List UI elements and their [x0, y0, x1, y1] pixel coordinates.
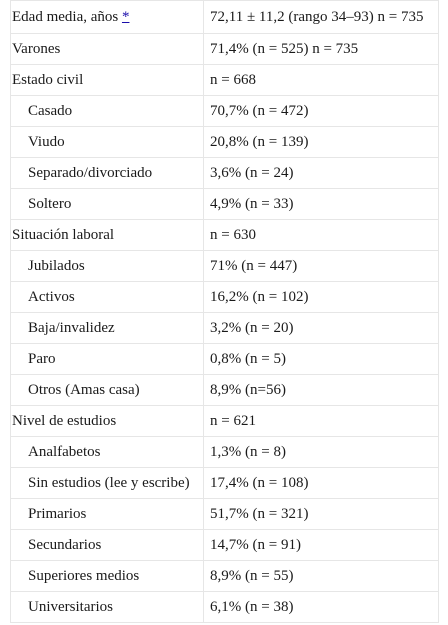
table-row: Superiores medios 8,9% (n = 55)	[10, 560, 439, 592]
row-value: n = 668	[203, 64, 439, 96]
row-value: 1,3% (n = 8)	[203, 436, 439, 468]
row-value: 14,7% (n = 91)	[203, 529, 439, 561]
table-row: Jubilados 71% (n = 447)	[10, 250, 439, 282]
row-value: 51,7% (n = 321)	[203, 498, 439, 530]
row-value: n = 621	[203, 405, 439, 437]
row-value: 4,9% (n = 33)	[203, 188, 439, 220]
row-label: Varones	[10, 33, 204, 65]
row-label: Secundarios	[10, 529, 204, 561]
row-label: Otros (Amas casa)	[10, 374, 204, 406]
row-label: Analfabetos	[10, 436, 204, 468]
row-label-cell: Edad media, años *	[10, 0, 204, 34]
row-label: Baja/invalidez	[10, 312, 204, 344]
row-value: 3,2% (n = 20)	[203, 312, 439, 344]
row-value: 6,1% (n = 38)	[203, 591, 439, 623]
table-row: Nivel de estudios n = 621	[10, 405, 439, 437]
table-row: Analfabetos 1,3% (n = 8)	[10, 436, 439, 468]
row-value: 8,9% (n=56)	[203, 374, 439, 406]
table-row: Activos 16,2% (n = 102)	[10, 281, 439, 313]
row-label: Viudo	[10, 126, 204, 158]
row-value: 0,8% (n = 5)	[203, 343, 439, 375]
table-row: Paro 0,8% (n = 5)	[10, 343, 439, 375]
row-value: 3,6% (n = 24)	[203, 157, 439, 189]
footnote-link[interactable]: *	[121, 9, 130, 25]
table-body: Edad media, años * 72,11 ± 11,2 (rango 3…	[10, 0, 439, 623]
table-row: Universitarios 6,1% (n = 38)	[10, 591, 439, 623]
row-value: 17,4% (n = 108)	[203, 467, 439, 499]
section-heading: Situación laboral	[10, 219, 204, 251]
row-value: 8,9% (n = 55)	[203, 560, 439, 592]
table-row: Primarios 51,7% (n = 321)	[10, 498, 439, 530]
section-heading: Nivel de estudios	[10, 405, 204, 437]
row-value: 20,8% (n = 139)	[203, 126, 439, 158]
table-row: Casado 70,7% (n = 472)	[10, 95, 439, 127]
table-row: Secundarios 14,7% (n = 91)	[10, 529, 439, 561]
demographics-table: Edad media, años * 72,11 ± 11,2 (rango 3…	[10, 0, 439, 623]
row-label: Jubilados	[10, 250, 204, 282]
row-value: 71% (n = 447)	[203, 250, 439, 282]
row-label: Primarios	[10, 498, 204, 530]
row-label: Edad media, años	[12, 9, 119, 25]
table-row: Baja/invalidez 3,2% (n = 20)	[10, 312, 439, 344]
table-row: Soltero 4,9% (n = 33)	[10, 188, 439, 220]
row-label: Universitarios	[10, 591, 204, 623]
section-heading: Estado civil	[10, 64, 204, 96]
table-row: Sin estudios (lee y escribe) 17,4% (n = …	[10, 467, 439, 499]
table-row: Edad media, años * 72,11 ± 11,2 (rango 3…	[10, 0, 439, 34]
demographics-table-container: Edad media, años * 72,11 ± 11,2 (rango 3…	[10, 0, 439, 623]
row-label: Separado/divorciado	[10, 157, 204, 189]
table-row: Separado/divorciado 3,6% (n = 24)	[10, 157, 439, 189]
row-value: 70,7% (n = 472)	[203, 95, 439, 127]
row-label: Activos	[10, 281, 204, 313]
table-row: Viudo 20,8% (n = 139)	[10, 126, 439, 158]
row-value: n = 630	[203, 219, 439, 251]
row-label: Sin estudios (lee y escribe)	[10, 467, 204, 499]
row-label: Superiores medios	[10, 560, 204, 592]
table-row: Otros (Amas casa) 8,9% (n=56)	[10, 374, 439, 406]
table-row: Varones 71,4% (n = 525) n = 735	[10, 33, 439, 65]
row-value: 71,4% (n = 525) n = 735	[203, 33, 439, 65]
row-label: Soltero	[10, 188, 204, 220]
row-value: 16,2% (n = 102)	[203, 281, 439, 313]
row-label: Paro	[10, 343, 204, 375]
row-label: Casado	[10, 95, 204, 127]
table-row: Situación laboral n = 630	[10, 219, 439, 251]
row-value: 72,11 ± 11,2 (rango 34–93) n = 735	[203, 0, 439, 34]
table-row: Estado civil n = 668	[10, 64, 439, 96]
